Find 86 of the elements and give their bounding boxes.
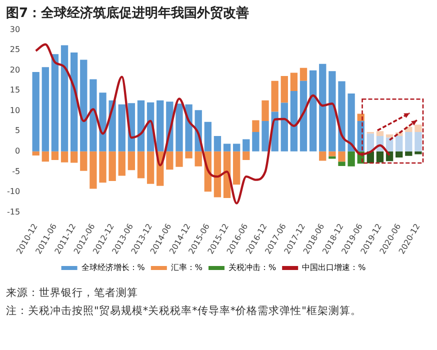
bar <box>396 136 403 152</box>
bar <box>223 144 231 152</box>
bar <box>156 100 164 152</box>
bar <box>280 102 288 152</box>
y-tick-label: 15 <box>10 86 20 95</box>
y-tick-label: 5 <box>14 126 20 136</box>
bar <box>290 91 298 152</box>
bar <box>309 70 317 152</box>
bar <box>60 45 68 152</box>
bar <box>128 151 136 170</box>
y-tick-label: 20 <box>10 65 20 74</box>
bar <box>185 151 192 158</box>
bar <box>338 162 346 166</box>
bar <box>405 151 412 156</box>
bar <box>51 54 59 152</box>
bar <box>319 64 326 152</box>
bar <box>32 151 40 156</box>
legend-label: 关税冲击：% <box>228 263 276 272</box>
bar <box>414 151 422 154</box>
y-tick-label: -15 <box>6 207 20 216</box>
legend-label: 全球经济增长：% <box>81 263 146 272</box>
y-tick-label: -5 <box>12 166 20 176</box>
bar <box>176 151 183 167</box>
bar <box>90 151 97 189</box>
bar <box>70 52 78 152</box>
bar <box>51 151 59 160</box>
bar <box>242 139 250 152</box>
bar <box>280 76 288 103</box>
bar <box>137 100 145 152</box>
bar <box>214 136 222 152</box>
bar <box>60 151 68 162</box>
legend-label: 中国出口增速：% <box>302 263 366 272</box>
bar <box>366 134 374 152</box>
source-note: 来源：世界银行，笔者测算 <box>5 286 139 300</box>
bar <box>338 151 346 162</box>
bar <box>118 151 126 176</box>
bar <box>166 151 174 170</box>
bar <box>300 68 308 81</box>
line-series <box>34 43 391 204</box>
text: 注：关税冲击按照"贸易规模*关税税率*传导率*价格需求弹性"框架测算。 <box>5 304 362 318</box>
bar <box>405 132 412 152</box>
bar <box>300 80 308 152</box>
bar <box>90 79 97 152</box>
bar <box>137 151 145 178</box>
bar <box>376 131 384 136</box>
bar <box>80 60 88 152</box>
bar <box>99 151 106 183</box>
bar <box>252 132 260 152</box>
y-tick-label: -10 <box>6 187 20 196</box>
bar <box>80 151 88 171</box>
bar <box>262 121 269 152</box>
bar <box>32 72 40 152</box>
bar <box>146 151 154 184</box>
bar <box>348 151 355 166</box>
bar <box>108 151 116 182</box>
bar <box>118 104 126 152</box>
bar <box>194 151 202 166</box>
bar <box>319 151 326 161</box>
bar <box>328 151 336 156</box>
y-tick-label: 10 <box>10 106 20 115</box>
bar <box>271 80 278 112</box>
bar <box>204 122 212 152</box>
bar <box>214 151 222 198</box>
y-tick-label: 25 <box>10 45 20 54</box>
bar <box>233 151 240 185</box>
bar <box>99 92 106 152</box>
bar <box>414 124 422 132</box>
bar <box>242 151 250 160</box>
bar <box>348 93 355 152</box>
y-tick-label: 30 <box>10 24 20 34</box>
bar <box>376 151 384 162</box>
bar <box>338 81 346 152</box>
chart-title: 图7：全球经济筑底促进明年我国外贸改善 <box>5 4 250 22</box>
bar <box>42 67 49 152</box>
bar <box>290 72 298 92</box>
bar <box>233 144 240 152</box>
bar <box>262 100 269 122</box>
bar <box>328 71 336 152</box>
bar <box>252 120 260 132</box>
bar <box>70 151 78 163</box>
y-tick-label: 0 <box>14 146 20 156</box>
legend-label: 汇率：% <box>170 263 203 272</box>
bar <box>396 151 403 158</box>
bar <box>414 132 422 152</box>
bar <box>176 104 183 152</box>
bar <box>42 151 49 162</box>
